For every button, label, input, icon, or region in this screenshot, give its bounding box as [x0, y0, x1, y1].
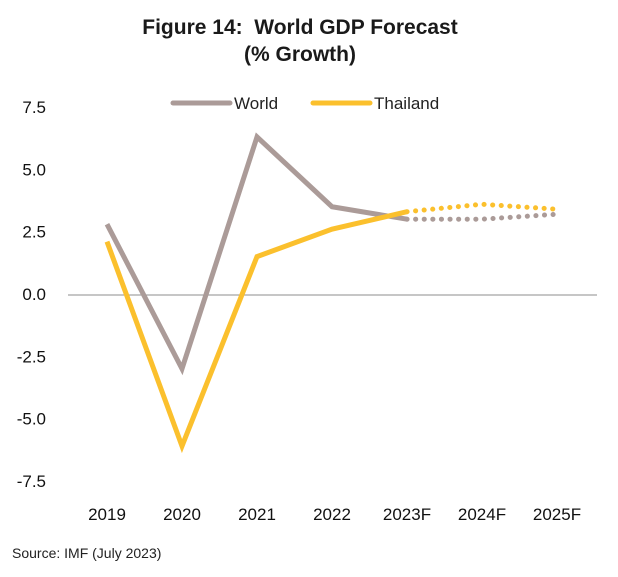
y-tick-label: -5.0	[17, 410, 46, 429]
y-tick-label: 0.0	[22, 285, 46, 304]
legend-label-world: World	[234, 94, 278, 113]
legend-label-thailand: Thailand	[374, 94, 439, 113]
x-axis-tick-labels: 2019 2020 2021 2022 2023F 2024F 2025F	[88, 505, 581, 524]
series-line-thailand	[104, 209, 408, 454]
legend: World Thailand	[170, 94, 439, 113]
x-tick-label: 2021	[238, 505, 276, 524]
x-tick-label: 2023F	[383, 505, 431, 524]
y-tick-label: -2.5	[17, 347, 46, 366]
chart-title: Figure 14: World GDP Forecast (% Growth)	[0, 14, 600, 68]
series-forecast-line-thailand	[404, 201, 560, 215]
chart-title-line2: (% Growth)	[244, 43, 356, 66]
chart-title-line1: Figure 14: World GDP Forecast	[142, 16, 458, 39]
y-tick-label: -7.5	[17, 472, 46, 491]
x-tick-label: 2020	[163, 505, 201, 524]
series-lines	[104, 132, 560, 454]
x-tick-label: 2022	[313, 505, 351, 524]
y-axis-tick-labels: 7.5 5.0 2.5 0.0 -2.5 -5.0 -7.5	[17, 98, 46, 491]
source-note: Source: IMF (July 2023)	[12, 545, 162, 561]
series-line-world	[104, 132, 408, 376]
y-tick-label: 2.5	[22, 223, 46, 242]
series-forecast-line-world	[404, 211, 560, 222]
x-tick-label: 2019	[88, 505, 126, 524]
x-tick-label: 2025F	[533, 505, 581, 524]
y-tick-label: 5.0	[22, 160, 46, 179]
x-tick-label: 2024F	[458, 505, 506, 524]
y-tick-label: 7.5	[22, 98, 46, 117]
